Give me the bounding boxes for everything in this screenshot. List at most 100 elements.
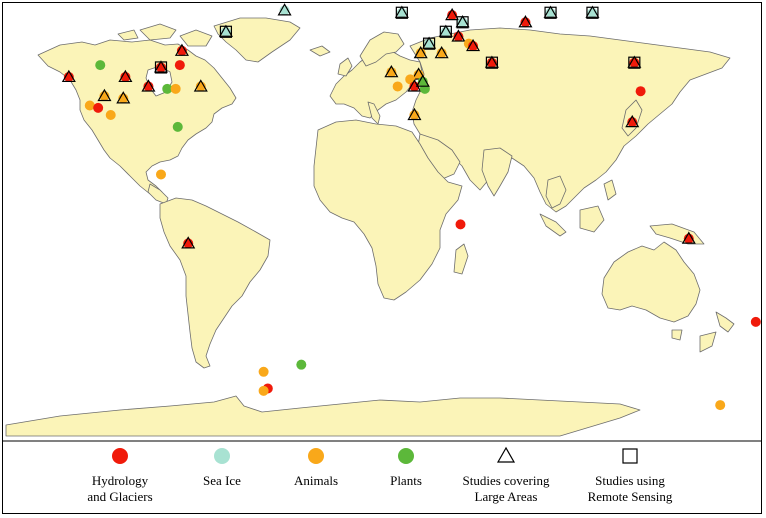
- india-landmass: [481, 147, 513, 197]
- study-site-marker: [434, 45, 449, 59]
- asia-landmass: [409, 27, 731, 213]
- north-america-gulf-land: [147, 183, 169, 205]
- italy-landmass: [367, 101, 381, 125]
- philippines-landmass: [603, 179, 617, 201]
- legend-label: Hydrology: [92, 473, 149, 488]
- marker-large-area-triangle: [543, 5, 558, 18]
- new-guinea-landmass: [649, 223, 705, 245]
- marker-plants: [162, 83, 173, 94]
- legend-label: Animals: [294, 473, 338, 488]
- study-site-marker: [451, 29, 466, 42]
- marker-large-area-triangle: [61, 69, 76, 83]
- legend-label: and Glaciers: [87, 489, 152, 504]
- south-america-landmass: [159, 197, 271, 369]
- study-site-marker: [105, 110, 116, 120]
- legend-item-animals: Animals: [294, 448, 338, 488]
- marker-large-area-triangle: [438, 24, 453, 37]
- study-site-marker: [296, 359, 307, 370]
- study-site-marker: [258, 366, 269, 377]
- marker-large-area-triangle: [585, 5, 600, 18]
- study-site-marker: [118, 69, 133, 83]
- study-site-marker: [116, 91, 131, 104]
- marker-large-area-triangle: [118, 69, 133, 83]
- tasmania-landmass: [671, 329, 683, 341]
- study-site-marker: [392, 81, 403, 92]
- study-site-markers: [61, 3, 761, 411]
- study-site-marker: [193, 79, 208, 92]
- marker-animals: [258, 366, 269, 377]
- legend-label: Remote Sensing: [588, 489, 673, 504]
- study-site-marker: [84, 100, 95, 111]
- study-site-marker: [61, 69, 76, 83]
- marker-hydrology: [750, 316, 761, 327]
- study-site-marker: [543, 5, 558, 19]
- legend-label: Plants: [390, 473, 422, 488]
- marker-large-area-triangle: [466, 38, 481, 52]
- marker-hydrology: [174, 60, 185, 71]
- marker-large-area-triangle: [193, 79, 208, 92]
- british-isles-landmass: [337, 57, 353, 77]
- study-site-marker: [93, 102, 104, 113]
- marker-large-area-triangle: [218, 24, 233, 37]
- arctic-islands-1: [139, 23, 177, 41]
- marker-large-area-triangle: [97, 88, 112, 102]
- marker-large-area-triangle: [518, 15, 533, 28]
- marker-plants: [296, 359, 307, 370]
- study-site-marker: [218, 24, 233, 38]
- greenland-landmass: [213, 17, 301, 63]
- marker-hydrology: [635, 86, 646, 97]
- sumatra-landmass: [539, 213, 567, 237]
- study-site-marker: [484, 55, 499, 69]
- marker-large-area-triangle: [455, 15, 470, 28]
- study-site-marker: [384, 64, 399, 78]
- study-site-marker: [162, 83, 173, 94]
- legend-item-sea-ice: Sea Ice: [203, 448, 241, 488]
- iceland-landmass: [309, 45, 331, 57]
- study-site-marker: [466, 38, 481, 52]
- marker-large-area-triangle: [407, 107, 422, 121]
- marker-large-area-triangle: [153, 60, 169, 73]
- triangle-icon: [496, 446, 516, 463]
- marker-large-area-triangle: [415, 74, 430, 87]
- study-site-marker: [585, 5, 600, 19]
- new-zealand-south-landmass: [699, 331, 717, 353]
- study-site-marker: [422, 36, 437, 50]
- legend-swatch-animals: [308, 448, 324, 464]
- marker-animals: [155, 169, 166, 180]
- marker-large-area-triangle: [277, 3, 292, 16]
- study-site-marker: [625, 114, 640, 128]
- legend-label: Large Areas: [475, 489, 538, 504]
- study-site-marker: [413, 45, 428, 59]
- marker-large-area-triangle: [174, 43, 189, 56]
- legend-label: Sea Ice: [203, 473, 241, 488]
- marker-animals: [170, 83, 181, 94]
- marker-plants: [172, 121, 183, 132]
- study-site-marker: [407, 107, 422, 121]
- legend-label: Studies covering: [462, 473, 550, 488]
- square-icon: [622, 448, 638, 464]
- marker-large-area-triangle: [422, 36, 437, 49]
- study-site-marker: [627, 55, 642, 69]
- study-site-marker: [277, 3, 292, 16]
- study-site-marker: [455, 219, 466, 230]
- study-site-marker: [750, 316, 761, 327]
- marker-hydrology: [455, 219, 466, 230]
- marker-large-area-triangle: [445, 7, 460, 21]
- marker-large-area-triangle: [484, 55, 499, 68]
- marker-large-area-triangle: [451, 29, 466, 42]
- new-zealand-landmass: [715, 311, 735, 333]
- study-site-marker: [415, 74, 430, 87]
- legend-label: Studies using: [595, 473, 665, 488]
- legend-swatch-hydrology: [112, 448, 128, 464]
- study-site-marker: [174, 43, 189, 56]
- marker-large-area-triangle: [181, 236, 196, 249]
- study-site-marker: [141, 79, 156, 92]
- legend-item-plants: Plants: [390, 448, 422, 488]
- southeast-asia-landmass: [545, 175, 567, 209]
- study-site-marker: [181, 236, 196, 249]
